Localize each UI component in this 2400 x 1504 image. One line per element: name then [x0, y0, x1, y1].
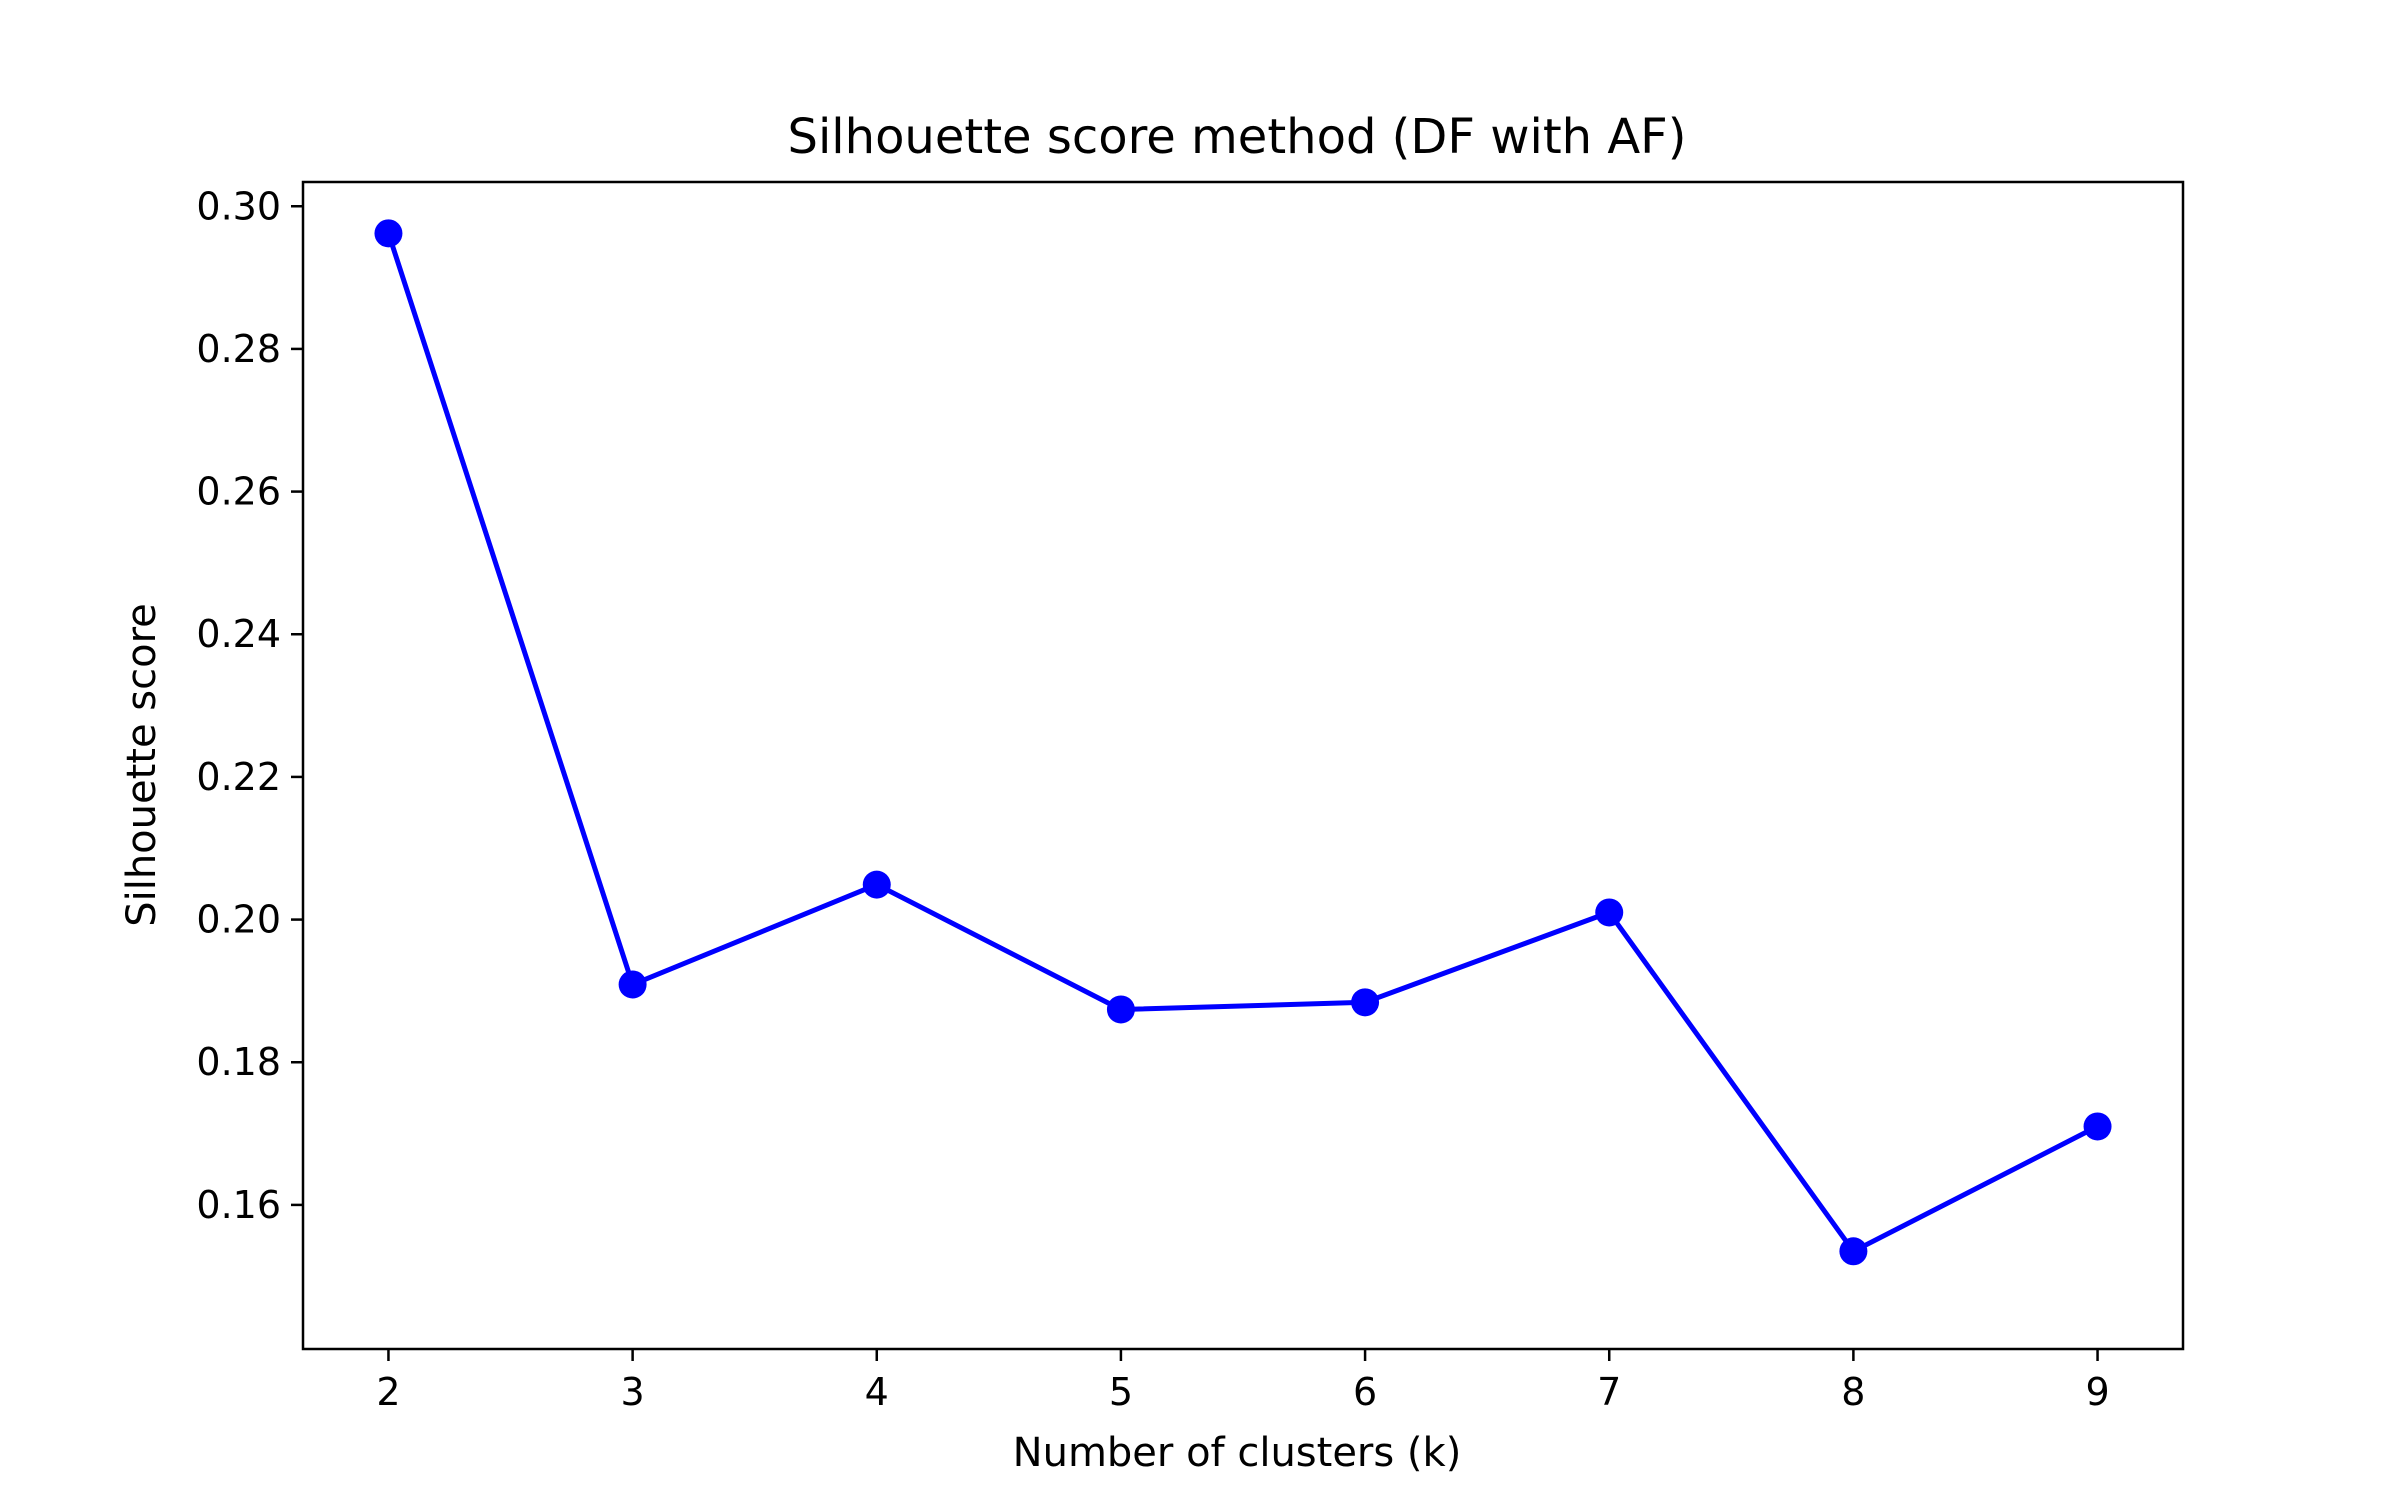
y-tick-label: 0.30	[196, 184, 281, 228]
data-point	[1595, 898, 1624, 927]
y-tick-label: 0.22	[196, 755, 281, 799]
plot-frame	[301, 180, 2185, 1351]
data-point	[1351, 988, 1380, 1017]
y-axis-label: Silhouette score	[119, 603, 165, 927]
data-point	[1839, 1237, 1868, 1266]
x-tick-label: 8	[1841, 1370, 1865, 1414]
data-point	[1106, 995, 1135, 1024]
y-tick-label: 0.28	[196, 327, 281, 371]
x-tick-label: 2	[376, 1370, 400, 1414]
x-tick-label: 9	[2085, 1370, 2109, 1414]
x-tick-label: 3	[621, 1370, 645, 1414]
data-point	[374, 219, 403, 248]
x-tick-label: 6	[1353, 1370, 1377, 1414]
chart-title: Silhouette score method (DF with AF)	[788, 109, 1687, 165]
y-tick-label: 0.18	[196, 1040, 281, 1084]
series-line	[386, 232, 2099, 1254]
plot-area: 2 3 4 5 6 7 8 9 0.16 0.18 0.20 0.22 0.24 0.26 0.28 0.30	[196, 180, 2185, 1414]
data-point	[862, 870, 891, 899]
data-point	[2083, 1112, 2112, 1141]
x-tick-label: 5	[1109, 1370, 1133, 1414]
x-axis-label: Number of clusters (k)	[1013, 1430, 1462, 1476]
y-tick-label: 0.26	[196, 470, 281, 514]
y-tick-label: 0.20	[196, 898, 281, 942]
x-tick-label: 7	[1597, 1370, 1621, 1414]
y-tick-label: 0.16	[196, 1183, 281, 1227]
x-tick-label: 4	[865, 1370, 889, 1414]
data-point	[618, 970, 647, 999]
y-tick-label: 0.24	[196, 612, 281, 656]
